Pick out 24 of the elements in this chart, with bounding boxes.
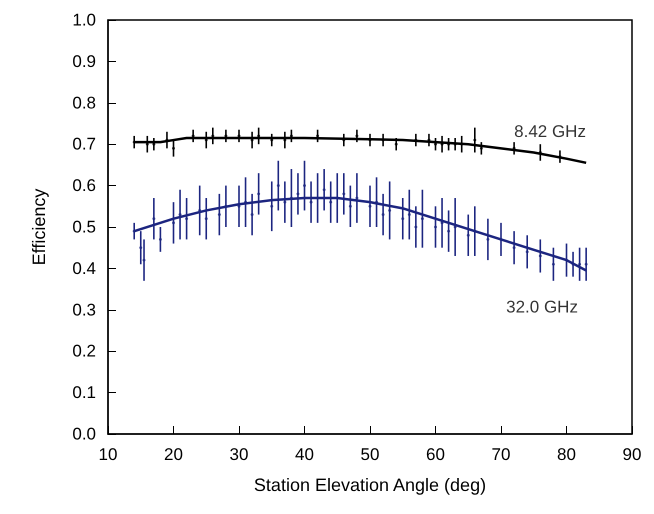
y-tick-label: 1.0: [72, 10, 96, 30]
y-tick-label: 0.3: [72, 300, 96, 320]
y-tick-label: 0.9: [72, 52, 96, 71]
series-label: 32.0 GHz: [506, 297, 578, 316]
x-tick-label: 80: [557, 445, 576, 464]
y-tick-label: 0.1: [72, 383, 96, 402]
x-tick-label: 10: [98, 445, 118, 464]
y-tick-label: 0.4: [72, 258, 96, 278]
x-tick-label: 40: [295, 445, 314, 464]
x-tick-label: 60: [426, 445, 445, 464]
y-tick-label: 0.7: [72, 134, 96, 154]
y-tick-label: 0.2: [72, 342, 96, 361]
y-tick-label: 0.5: [72, 218, 96, 236]
x-tick-label: 90: [622, 445, 642, 464]
x-axis-title: Station Elevation Angle (deg): [254, 475, 486, 495]
x-tick-label: 20: [164, 445, 183, 464]
y-tick-label: 0.8: [72, 93, 96, 112]
series-label: 8.42 GHz: [514, 122, 586, 141]
x-tick-label: 50: [360, 445, 380, 464]
x-tick-label: 70: [492, 445, 510, 464]
y-axis-title: Efficiency: [29, 188, 49, 266]
y-tick-label: 0.0: [72, 424, 96, 444]
x-tick-label: 30: [230, 445, 248, 464]
y-tick-label: 0.6: [72, 176, 96, 196]
